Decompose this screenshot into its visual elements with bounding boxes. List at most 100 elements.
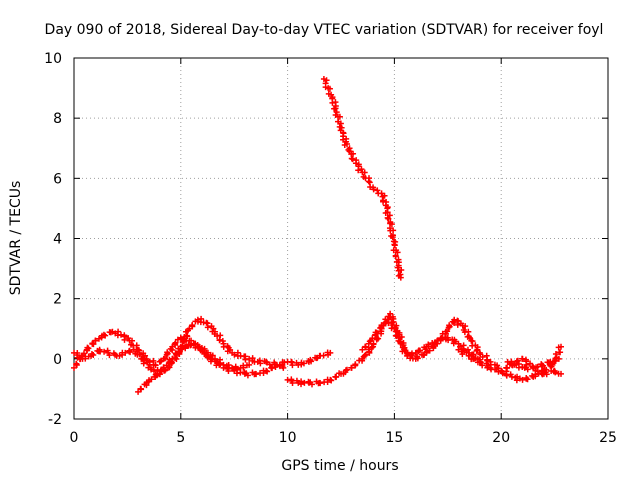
data-point xyxy=(374,187,381,194)
data-point-band xyxy=(360,169,372,182)
data-point-band xyxy=(112,328,122,339)
data-point-band xyxy=(179,327,191,349)
chart-title: Day 090 of 2018, Sidereal Day-to-day VTE… xyxy=(45,22,604,38)
series-sat-i xyxy=(504,355,562,373)
data-point-band xyxy=(379,192,390,206)
data-point xyxy=(135,388,142,395)
data-point-band xyxy=(378,316,391,329)
data-point-band xyxy=(288,376,300,387)
data-point xyxy=(327,349,334,356)
data-point-band xyxy=(197,315,207,326)
data-point-band xyxy=(460,323,473,341)
y-tick-label: -2 xyxy=(48,412,62,428)
data-point-band xyxy=(362,343,369,351)
y-axis-label: SDTVAR / TECUs xyxy=(8,181,24,296)
x-tick-label: 10 xyxy=(279,430,297,446)
data-point-band xyxy=(407,351,416,362)
axis-ticks: 0 5 10 15 20 25 -2 0 2 4 6 8 10 xyxy=(44,51,617,446)
data-point-band xyxy=(508,358,516,369)
series-sat-f xyxy=(320,76,405,281)
data-point xyxy=(365,178,372,185)
series-sat-g xyxy=(359,316,565,384)
data-point-band xyxy=(477,351,491,364)
data-point xyxy=(71,364,77,371)
data-point-band xyxy=(457,342,471,354)
data-point-band xyxy=(322,77,330,91)
y-tick-label: 6 xyxy=(53,171,62,187)
x-tick-label: 15 xyxy=(385,430,403,446)
data-point-band xyxy=(82,353,92,362)
data-point xyxy=(519,355,526,362)
data-point-band xyxy=(220,343,234,355)
data-point-band xyxy=(97,347,111,355)
data-marks xyxy=(71,76,565,395)
data-point-band xyxy=(392,327,403,345)
data-point xyxy=(246,361,253,368)
series-sat-c xyxy=(135,315,287,395)
y-tick-label: 8 xyxy=(53,111,62,127)
data-point-band xyxy=(414,351,428,362)
data-point-band xyxy=(224,364,236,374)
x-tick-label: 20 xyxy=(492,430,510,446)
data-point-band xyxy=(231,349,241,360)
data-point-band xyxy=(264,359,278,368)
data-point-band xyxy=(74,349,85,361)
data-point-band xyxy=(348,150,360,164)
data-point-band xyxy=(160,356,173,371)
data-point-band xyxy=(360,344,375,360)
data-point-band xyxy=(185,341,194,349)
data-point-band xyxy=(515,361,526,371)
data-point xyxy=(451,316,458,323)
data-point xyxy=(348,364,355,371)
data-point-band xyxy=(366,179,374,190)
data-point xyxy=(186,325,193,332)
data-point-band xyxy=(152,367,165,379)
data-point-band xyxy=(340,135,353,153)
series-sat-d xyxy=(220,349,334,379)
y-tick-label: 2 xyxy=(53,292,62,308)
data-point xyxy=(519,376,526,383)
data-point xyxy=(558,343,565,350)
y-tick-label: 0 xyxy=(53,352,62,368)
y-tick-label: 4 xyxy=(53,232,62,248)
data-point-band xyxy=(84,340,97,352)
data-point-band xyxy=(488,365,502,375)
data-point-band xyxy=(249,355,258,365)
data-point-band xyxy=(121,332,132,343)
x-tick-label: 25 xyxy=(599,430,617,446)
data-point-band xyxy=(355,161,365,174)
data-point-band xyxy=(530,361,545,371)
data-point xyxy=(333,109,340,116)
data-point-band xyxy=(390,242,402,266)
data-point xyxy=(558,370,565,377)
data-point xyxy=(280,364,287,371)
data-point-band xyxy=(288,358,300,369)
data-point-band xyxy=(454,317,464,328)
data-point-band xyxy=(232,363,241,373)
data-point-band xyxy=(370,186,377,193)
data-point-band xyxy=(276,359,288,369)
x-tick-label: 5 xyxy=(176,430,185,446)
data-point-band xyxy=(444,318,458,335)
x-tick-label: 0 xyxy=(70,430,79,446)
data-point-band xyxy=(512,373,523,384)
data-point-band xyxy=(325,85,335,98)
data-point-band xyxy=(523,372,536,383)
data-point-band xyxy=(241,353,249,363)
data-point xyxy=(397,274,404,281)
y-tick-label: 10 xyxy=(44,51,62,67)
data-point-band xyxy=(445,336,459,347)
data-point xyxy=(555,355,562,362)
data-point xyxy=(263,358,270,365)
data-point-band xyxy=(256,357,268,367)
data-point-band xyxy=(477,359,491,371)
data-point xyxy=(216,361,223,368)
data-point-band xyxy=(152,357,165,369)
data-point-band xyxy=(469,338,481,354)
data-point-band xyxy=(162,345,176,362)
data-point-band xyxy=(386,221,399,245)
data-point-band xyxy=(423,342,437,355)
data-point-band xyxy=(125,347,134,356)
data-point-band xyxy=(199,348,212,361)
